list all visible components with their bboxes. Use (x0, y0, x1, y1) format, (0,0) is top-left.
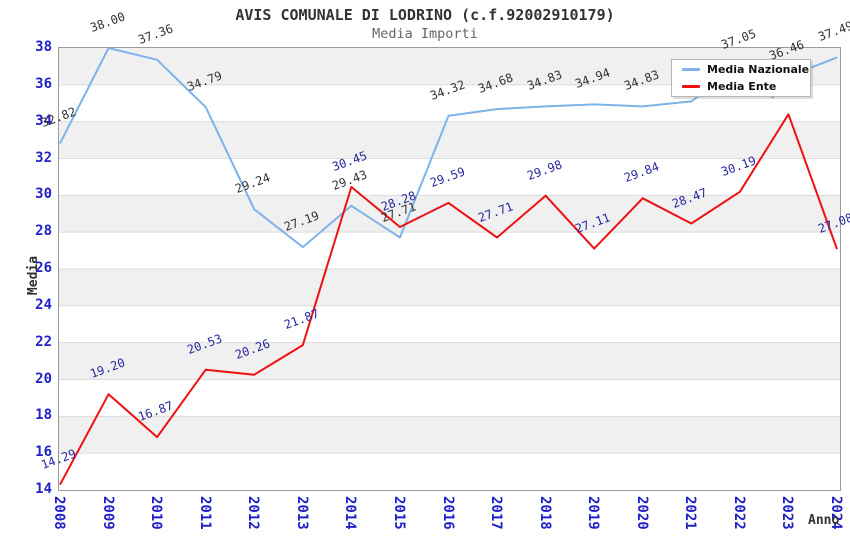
legend-item-label: Media Nazionale (707, 63, 810, 76)
media-nazionale-line-swatch-icon (682, 68, 700, 71)
x-tick-label: 2015 (390, 496, 407, 530)
y-tick-label: 38 (35, 39, 52, 55)
y-tick-label: 26 (35, 260, 52, 276)
x-tick-label: 2011 (196, 496, 213, 530)
x-tick-label: 2008 (51, 496, 67, 530)
y-tick-label: 22 (35, 333, 52, 350)
x-tick-label: 2018 (536, 496, 553, 530)
x-tick-label: 2016 (439, 496, 456, 530)
band (59, 195, 840, 233)
band (59, 416, 840, 454)
legend: Media Nazionale Media Ente (671, 59, 811, 97)
media-ente-line-swatch-icon (682, 85, 700, 88)
chart-title: AVIS COMUNALE DI LODRINO (c.f.9200291017… (235, 6, 615, 24)
legend-item-media-ente: Media Ente (672, 80, 810, 93)
y-tick-label: 16 (35, 444, 52, 461)
y-tick-label: 28 (35, 223, 52, 240)
plot-area (58, 47, 841, 491)
x-axis-title: Anno (808, 513, 840, 528)
x-tick-label: 2010 (148, 496, 165, 530)
y-axis-title: Media (26, 255, 42, 296)
x-tick-label: 2009 (99, 496, 116, 530)
x-tick-label: 2021 (682, 496, 699, 530)
y-tick-label: 24 (35, 296, 52, 313)
band (59, 269, 840, 306)
x-tick-label: 2023 (779, 496, 796, 530)
y-tick-label: 14 (35, 481, 52, 497)
x-tick-label: 2019 (585, 496, 602, 530)
y-tick-label: 20 (35, 370, 52, 387)
x-tick-label: 2022 (730, 496, 747, 530)
x-tick-label: 2017 (488, 496, 505, 530)
y-tick-label: 34 (35, 112, 52, 129)
band (59, 121, 840, 159)
legend-item-label: Media Ente (707, 80, 777, 93)
band (59, 342, 840, 380)
y-tick-label: 36 (35, 75, 52, 92)
y-tick-label: 18 (35, 407, 52, 424)
chart-subtitle: Media Importi (372, 26, 478, 42)
x-tick-label: 2013 (293, 496, 310, 530)
plot-svg (59, 48, 840, 486)
y-tick-label: 32 (35, 149, 52, 166)
x-tick-label: 2014 (342, 496, 359, 530)
x-tick-label: 2012 (245, 496, 262, 530)
series-line-media-ente (59, 113, 838, 486)
legend-item-media-nazionale: Media Nazionale (672, 63, 810, 76)
x-tick-label: 2020 (633, 496, 650, 530)
y-tick-label: 30 (35, 186, 52, 203)
